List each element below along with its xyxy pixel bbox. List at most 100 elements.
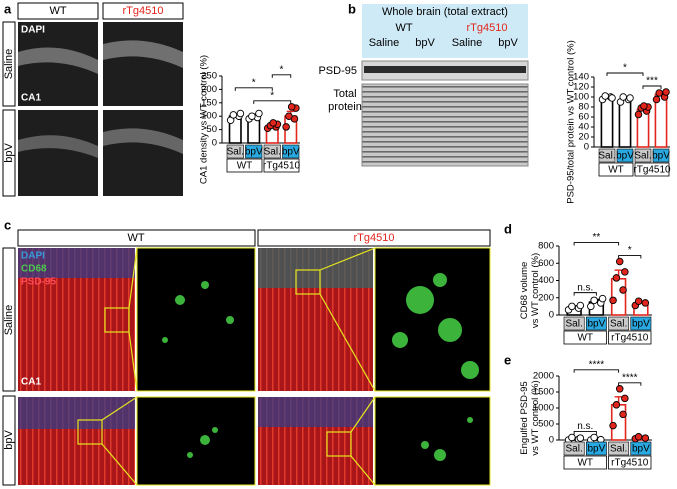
row-label: Saline xyxy=(3,49,15,80)
significance-bracket xyxy=(573,369,620,373)
y-tick-label: 0 xyxy=(212,138,217,149)
data-point xyxy=(590,296,598,305)
significance-bracket xyxy=(618,255,642,259)
row-box xyxy=(2,21,16,107)
category-label: Sal. xyxy=(598,151,615,162)
significance-label: * xyxy=(623,63,627,74)
data-point xyxy=(619,93,627,101)
group-box xyxy=(598,162,634,177)
category-box xyxy=(630,441,652,456)
significance-bracket xyxy=(606,72,644,76)
header-box xyxy=(102,2,184,20)
y-axis-label: CA1 density vs WT control (%) xyxy=(199,55,210,184)
y-tick-label: 50 xyxy=(206,124,217,135)
data-point xyxy=(640,102,648,110)
significance-label: ** xyxy=(592,232,600,243)
category-box xyxy=(263,144,281,159)
group-label: WT xyxy=(577,458,593,469)
category-label: bpV xyxy=(282,147,300,158)
y-tick-label: 400 xyxy=(538,275,554,286)
significance-bracket xyxy=(271,74,292,78)
y-tick-label: 250 xyxy=(201,71,217,82)
data-point xyxy=(287,103,296,111)
category-box xyxy=(585,316,607,331)
blot-label: protein xyxy=(328,101,362,113)
data-point xyxy=(609,296,617,305)
category-box xyxy=(608,441,630,456)
stain-label: PSD-95 xyxy=(21,277,56,288)
row-box xyxy=(2,247,16,392)
data-point xyxy=(634,297,643,305)
blot-total xyxy=(361,83,529,167)
significance-label: n.s. xyxy=(577,421,593,432)
header-box xyxy=(257,229,491,247)
data-point xyxy=(282,123,290,131)
micrographs xyxy=(18,22,183,196)
row-label: Saline xyxy=(3,305,15,336)
group-label: rTg4510 xyxy=(633,165,671,176)
y-axis-label: CD68 volume xyxy=(519,262,530,320)
group-label: rTg4510 xyxy=(263,161,301,172)
category-label: Sal. xyxy=(610,444,627,455)
data-point xyxy=(662,88,670,96)
lane-label: Saline xyxy=(369,37,400,49)
group-box xyxy=(563,330,607,345)
y-tick-label: 200 xyxy=(538,292,554,303)
micrographs xyxy=(18,247,491,486)
y-tick-label: 100 xyxy=(573,92,589,103)
column-label: WT xyxy=(49,5,66,17)
category-box xyxy=(652,148,670,163)
y-tick-label: 100 xyxy=(201,111,217,122)
lane-label: bpV xyxy=(415,37,435,49)
category-label: Sal. xyxy=(227,147,244,158)
significance-bracket xyxy=(573,242,620,246)
category-label: bpV xyxy=(245,147,263,158)
group-box xyxy=(608,330,652,345)
group-box xyxy=(563,455,607,470)
lane-label: bpV xyxy=(498,37,518,49)
blot-band xyxy=(364,66,526,73)
y-axis-label: vs WT control (%) xyxy=(530,380,541,455)
data-point xyxy=(587,302,595,311)
bar xyxy=(618,98,632,148)
y-tick-label: 500 xyxy=(538,419,554,430)
category-label: bpV xyxy=(652,151,670,162)
y-tick-label: 40 xyxy=(578,122,589,133)
group-label: WT xyxy=(237,161,253,172)
header-box xyxy=(362,4,528,58)
data-point xyxy=(612,401,621,409)
significance-label: *** xyxy=(646,76,658,87)
group-box xyxy=(634,162,670,177)
y-tick-label: 600 xyxy=(538,258,554,269)
stain-label: DAPI xyxy=(21,25,45,36)
group-box xyxy=(263,158,300,173)
significance-bracket xyxy=(618,382,642,386)
significance-bracket xyxy=(573,430,597,435)
data-point xyxy=(619,410,627,419)
category-label: bpV xyxy=(632,319,650,330)
stain-label: CD68 xyxy=(21,264,47,275)
category-label: bpV xyxy=(632,444,650,455)
data-point xyxy=(619,286,627,294)
data-point xyxy=(248,112,256,120)
category-label: Sal. xyxy=(610,319,627,330)
data-point xyxy=(285,112,293,120)
y-tick-label: 200 xyxy=(201,84,217,95)
data-point xyxy=(608,94,616,102)
y-tick-label: 120 xyxy=(573,82,589,93)
data-point xyxy=(568,302,576,311)
panel-label: d xyxy=(504,221,512,236)
significance-label: * xyxy=(270,90,274,101)
row-label: bpV xyxy=(3,430,15,450)
significance-bracket xyxy=(573,292,597,296)
panel-label: c xyxy=(4,217,11,232)
significance-label: * xyxy=(252,77,256,88)
lane-label: Saline xyxy=(452,37,483,49)
row-label: bpV xyxy=(3,143,15,163)
category-box xyxy=(245,144,263,159)
data-point xyxy=(626,94,634,102)
group-label: WT xyxy=(608,165,624,176)
significance-bracket xyxy=(253,100,292,104)
significance-label: n.s. xyxy=(577,282,593,293)
